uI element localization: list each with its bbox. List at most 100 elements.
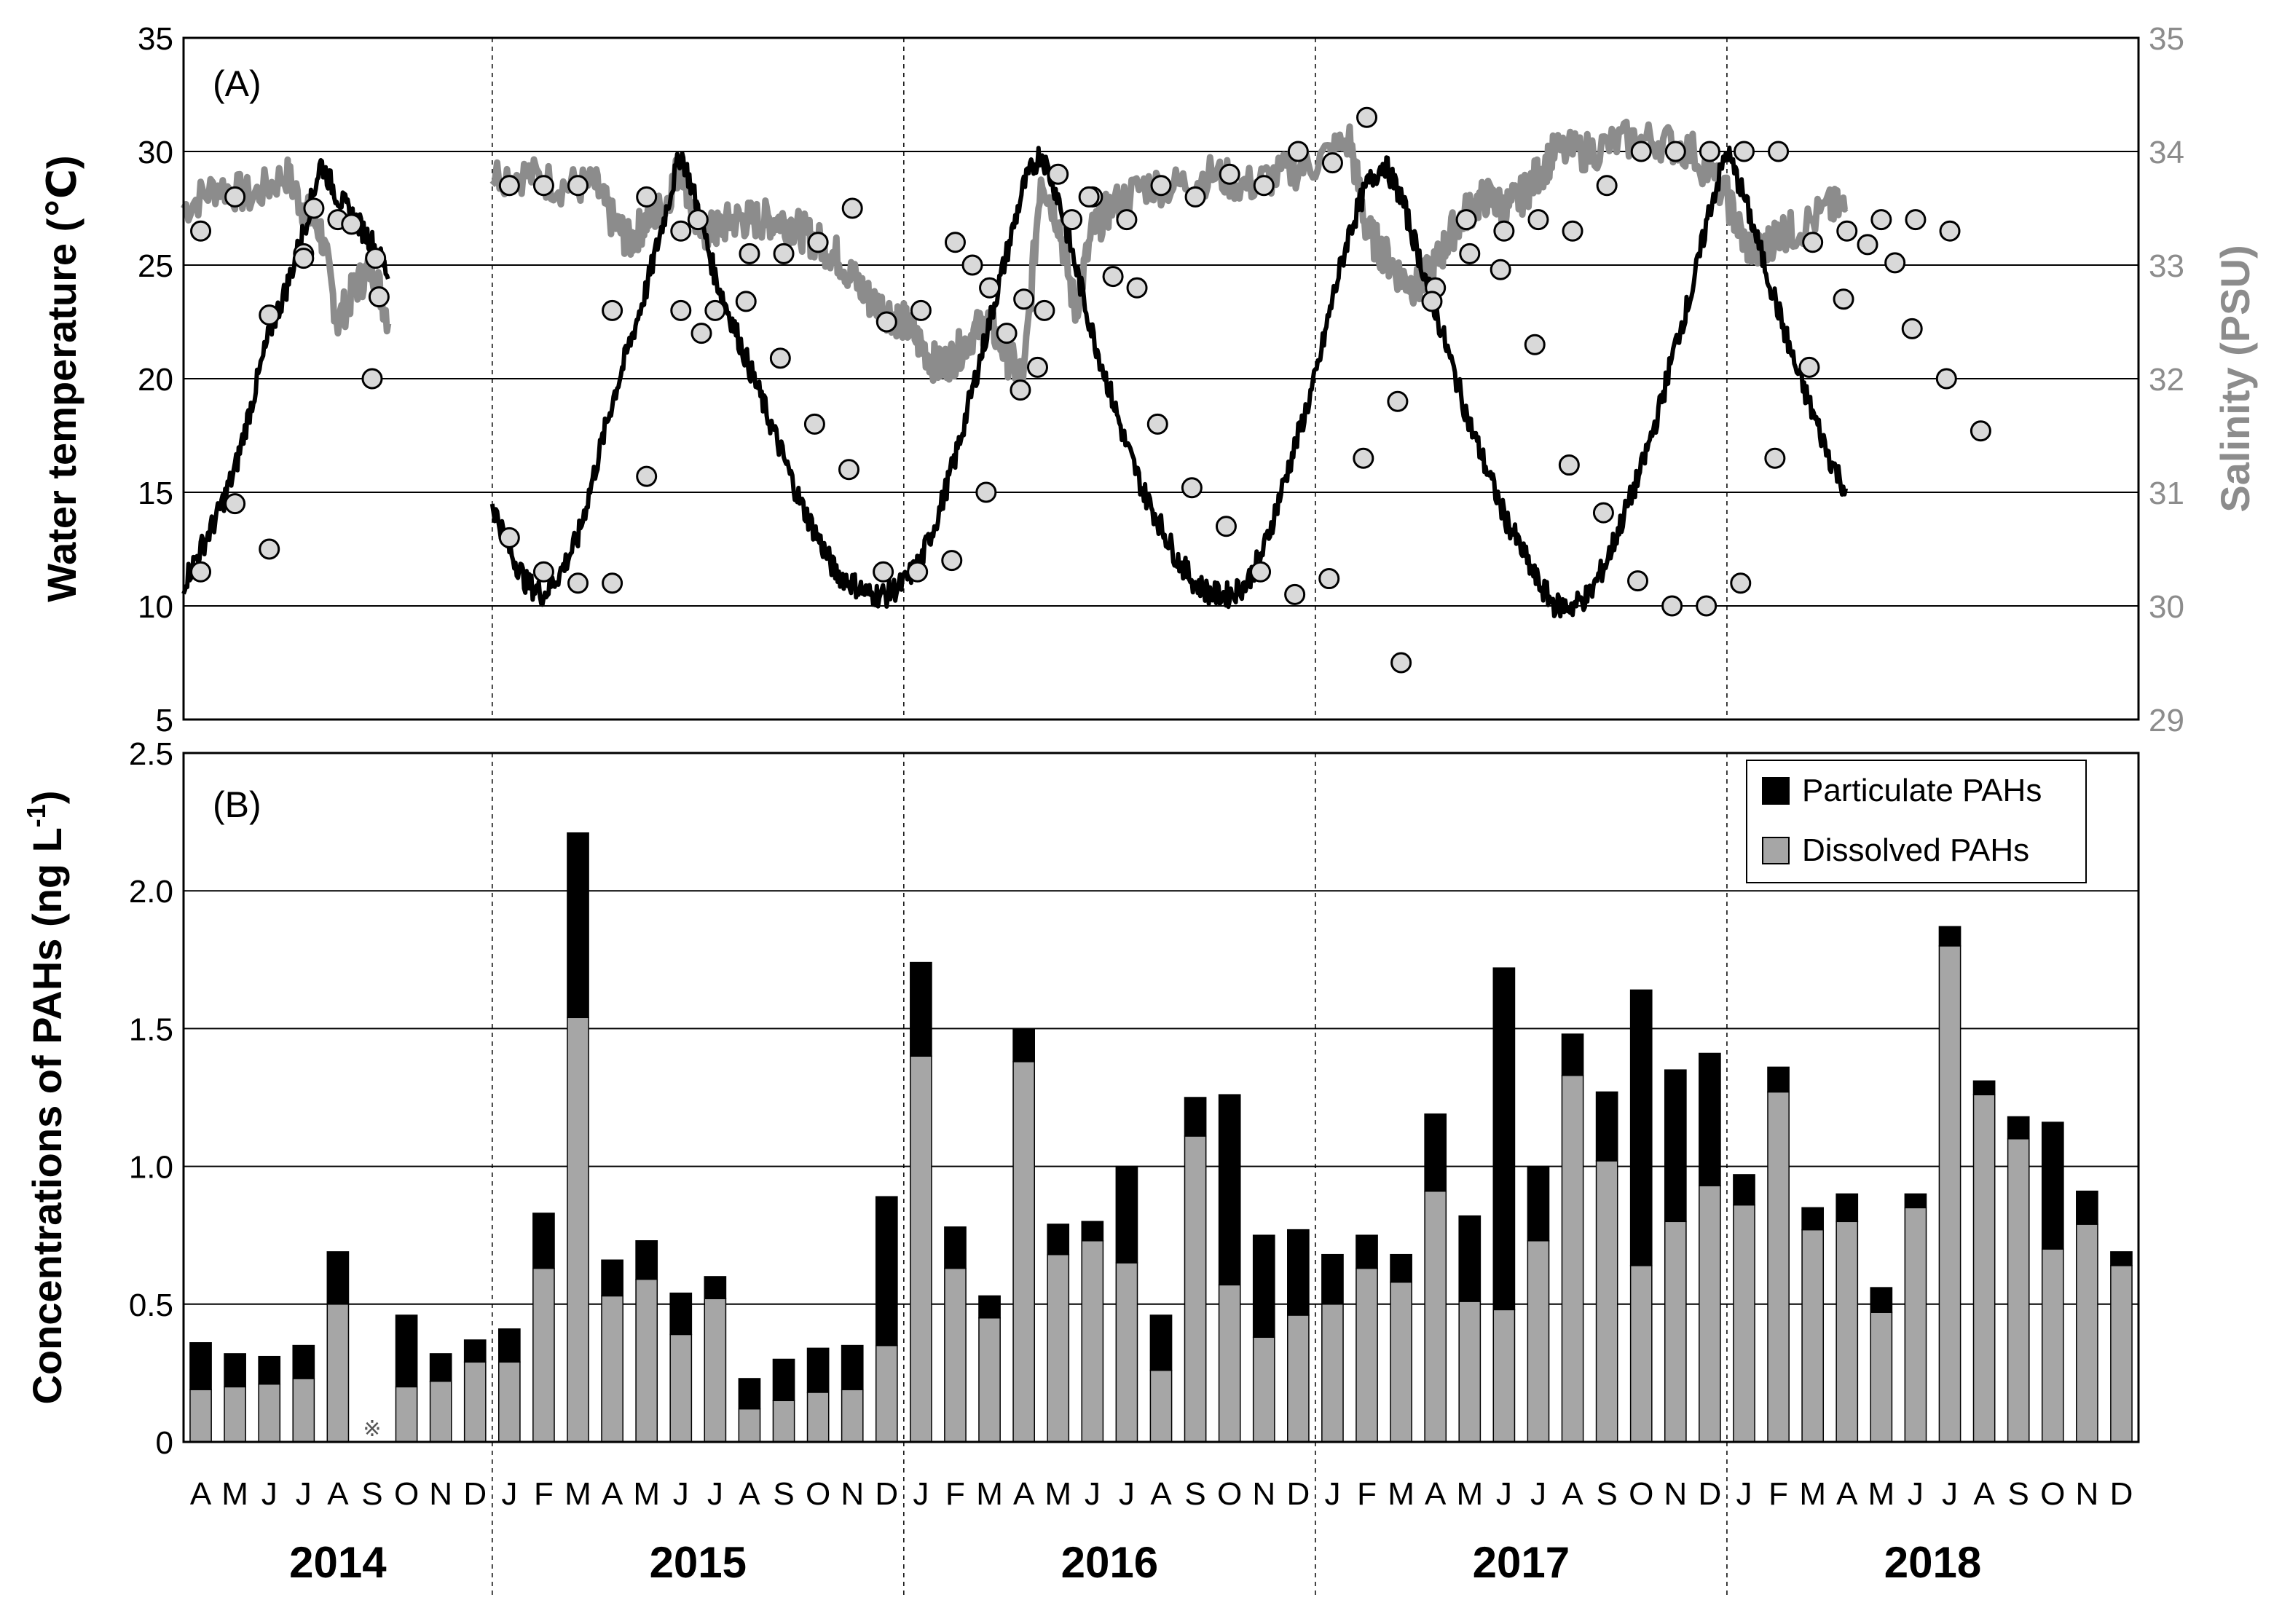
bar-dissolved — [704, 1298, 727, 1443]
bar-dissolved — [2007, 1138, 2030, 1443]
salinity_monthly-point — [704, 299, 726, 321]
month-label: J — [1530, 1476, 1546, 1512]
panel-b-ylabel-sup: -1 — [21, 804, 51, 827]
bar-dissolved — [1801, 1229, 1825, 1443]
temperature_monthly-point — [1078, 186, 1100, 208]
bar-particulate — [463, 1339, 487, 1363]
bar-dissolved — [978, 1317, 1001, 1443]
bar-particulate — [601, 1259, 623, 1297]
month-label: S — [2008, 1476, 2029, 1512]
temperature_monthly-point — [602, 572, 623, 594]
bar-particulate — [875, 1196, 898, 1347]
y-tick-label-b: 0.5 — [129, 1288, 173, 1323]
temperature_monthly-point — [567, 572, 589, 594]
temperature_monthly-point — [1284, 583, 1306, 605]
temperature_monthly-point — [1935, 368, 1957, 390]
legend: Particulate PAHs Dissolved PAHs — [1746, 760, 2087, 883]
month-label: N — [841, 1476, 864, 1512]
bar-particulate — [326, 1251, 350, 1305]
bar-dissolved — [497, 1361, 521, 1443]
bar-particulate — [1767, 1066, 1790, 1093]
month-label: J — [1942, 1476, 1958, 1512]
temperature_monthly-point — [1010, 379, 1031, 401]
bar-dissolved — [806, 1392, 830, 1443]
bar-dissolved — [1012, 1061, 1035, 1443]
temperature_monthly-point — [1215, 516, 1237, 537]
month-label: S — [361, 1476, 382, 1512]
temperature_monthly-point — [1730, 572, 1752, 594]
bar-particulate — [1938, 926, 1962, 947]
temperature_monthly-point — [1884, 252, 1906, 274]
salinity_monthly-point — [1116, 209, 1138, 231]
bar-particulate — [1835, 1193, 1859, 1223]
salinity_monthly-point — [1733, 141, 1755, 162]
bar-dissolved — [1081, 1240, 1104, 1443]
panel-b-ylabel-close: ) — [24, 791, 70, 805]
y-tick-label-a: 30 — [138, 135, 173, 170]
bar-particulate — [2076, 1190, 2098, 1225]
legend-swatch-particulate — [1762, 777, 1790, 805]
month-label: D — [2110, 1476, 2133, 1512]
year-label: 2018 — [1884, 1538, 1981, 1587]
salinity-monthly-points — [190, 106, 1961, 674]
temperature_monthly-point — [1970, 420, 1991, 442]
salinity_monthly-point — [979, 277, 1001, 299]
y-tick-label-a: 10 — [138, 589, 173, 625]
bar-dissolved — [875, 1344, 898, 1443]
bar-particulate — [1561, 1033, 1584, 1076]
bar-particulate — [395, 1314, 418, 1388]
month-label: M — [633, 1476, 660, 1512]
salinity_monthly-point — [259, 538, 280, 560]
bar-particulate — [1287, 1229, 1310, 1316]
salinity_monthly-point — [498, 175, 520, 197]
bar-particulate — [738, 1378, 761, 1410]
month-label: A — [1973, 1476, 1995, 1512]
bar-dissolved — [532, 1267, 555, 1443]
temperature_monthly-point — [907, 561, 929, 583]
y2-tick-label-a: 33 — [2149, 248, 2184, 284]
year-label: 2016 — [1061, 1538, 1158, 1587]
temperature_monthly-point — [1421, 291, 1443, 312]
bar-dissolved — [910, 1055, 932, 1443]
legend-box — [1746, 760, 2087, 883]
bar-dissolved — [429, 1381, 452, 1443]
bar-dissolved — [1595, 1160, 1618, 1443]
bar-dissolved — [395, 1386, 418, 1443]
temperature_monthly-point — [532, 561, 554, 583]
month-label: O — [2040, 1476, 2065, 1512]
y-tick-label-a: 5 — [156, 703, 173, 738]
bar-dissolved — [738, 1408, 761, 1443]
bar-dissolved — [1218, 1284, 1241, 1443]
bar-dissolved — [1527, 1240, 1550, 1443]
salinity_monthly-point — [224, 186, 246, 208]
panel-b-year-separators — [492, 753, 1728, 1442]
month-label: O — [1629, 1476, 1653, 1512]
bar-dissolved — [841, 1389, 864, 1443]
bar-dissolved — [1149, 1369, 1173, 1443]
temperature_monthly-point — [498, 527, 520, 548]
temperature_monthly-point — [1387, 390, 1409, 412]
salinity_monthly-point — [1219, 163, 1240, 185]
bar-dissolved — [258, 1383, 281, 1443]
y-tick-label-b: 0 — [156, 1425, 173, 1461]
temperature_monthly-point — [838, 459, 860, 481]
temperature_monthly-point — [803, 413, 825, 435]
bar-dissolved — [1938, 945, 1962, 1443]
bar-dissolved — [224, 1386, 246, 1443]
salinity_monthly-point — [841, 197, 863, 219]
month-label: F — [1357, 1476, 1377, 1512]
year-label: 2014 — [289, 1538, 387, 1587]
bar-particulate — [1184, 1097, 1207, 1137]
panel-b-frame — [182, 752, 2140, 1443]
month-label: N — [1252, 1476, 1275, 1512]
temperature_monthly-point — [1901, 318, 1923, 339]
bar-particulate — [841, 1344, 864, 1390]
bar-particulate — [497, 1328, 521, 1363]
y-tick-label-b: 1.0 — [129, 1150, 173, 1186]
panel-a-y2label: Salinity (PSU) — [2212, 245, 2258, 512]
temperature_monthly-point — [1318, 568, 1340, 590]
bar-particulate — [2110, 1251, 2133, 1266]
salinity_monthly-point — [1047, 163, 1069, 185]
bar-particulate — [1355, 1234, 1378, 1269]
month-label: N — [2075, 1476, 2098, 1512]
